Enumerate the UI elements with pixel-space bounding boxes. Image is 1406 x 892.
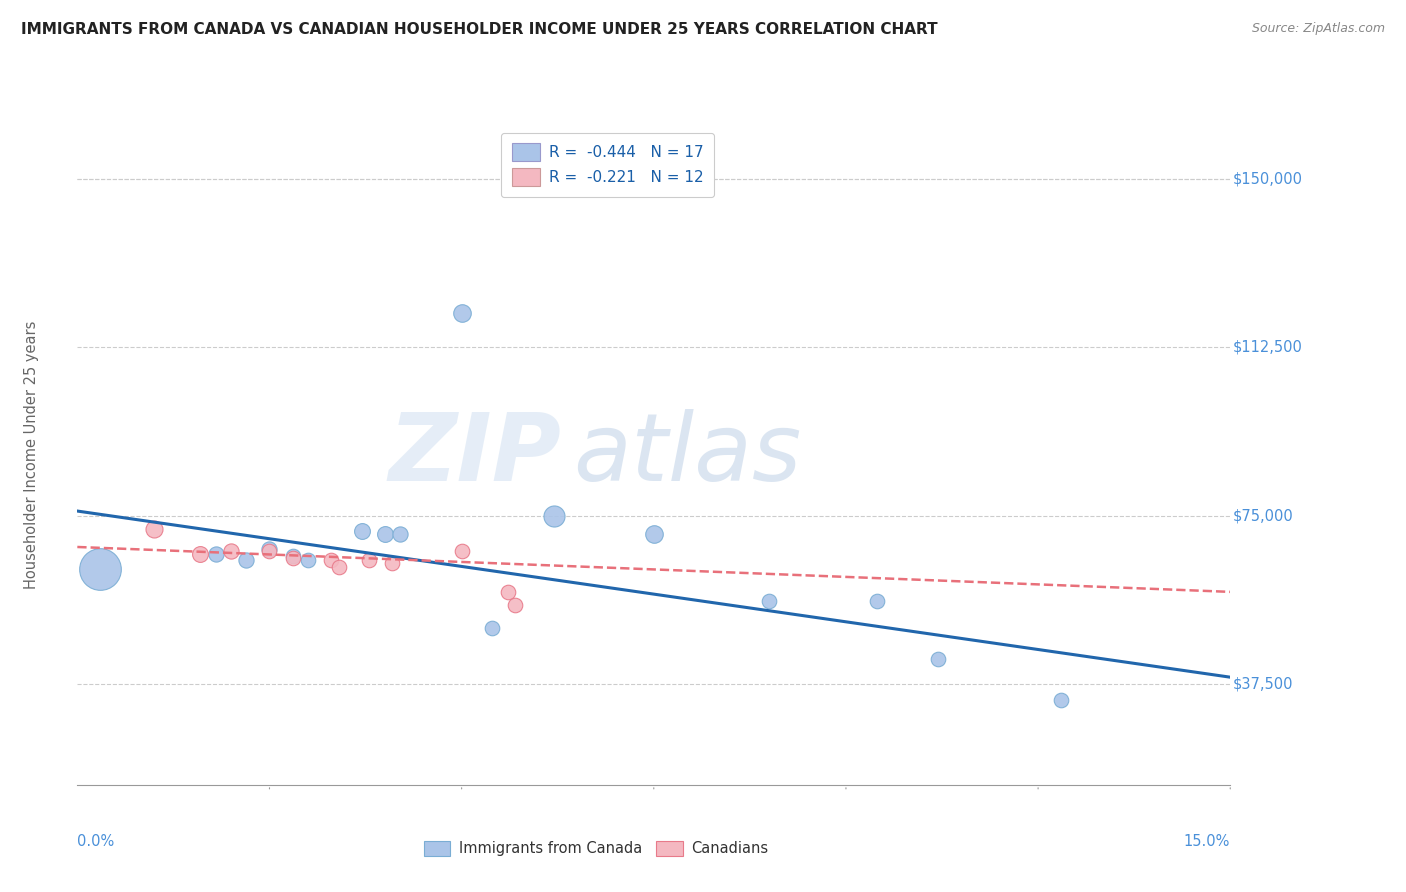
Point (259, 544, 281, 558)
Text: $150,000: $150,000 (1233, 171, 1303, 186)
Point (481, 621, 503, 635)
Legend: Immigrants from Canada, Canadians: Immigrants from Canada, Canadians (416, 833, 776, 863)
Text: IMMIGRANTS FROM CANADA VS CANADIAN HOUSEHOLDER INCOME UNDER 25 YEARS CORRELATION: IMMIGRANTS FROM CANADA VS CANADIAN HOUSE… (21, 22, 938, 37)
Text: Source: ZipAtlas.com: Source: ZipAtlas.com (1251, 22, 1385, 36)
Text: $37,500: $37,500 (1233, 676, 1294, 691)
Text: atlas: atlas (574, 409, 801, 500)
Point (219, 544, 242, 558)
Text: Householder Income Under 25 years: Householder Income Under 25 years (24, 321, 39, 589)
Point (758, 594, 780, 608)
Point (235, 553, 257, 567)
Point (927, 652, 949, 666)
Point (643, 526, 665, 541)
Point (866, 594, 889, 608)
Point (496, 585, 519, 599)
Point (188, 547, 211, 561)
Point (328, 560, 350, 574)
Text: $112,500: $112,500 (1233, 340, 1303, 355)
Point (143, 522, 166, 536)
Point (350, 524, 373, 539)
Point (381, 556, 404, 570)
Point (374, 526, 396, 541)
Text: 0.0%: 0.0% (77, 834, 114, 849)
Text: 15.0%: 15.0% (1184, 834, 1230, 849)
Point (389, 526, 412, 541)
Point (281, 551, 304, 566)
Point (319, 553, 342, 567)
Point (204, 547, 226, 561)
Text: $75,000: $75,000 (1233, 508, 1294, 523)
Point (450, 306, 472, 320)
Point (543, 508, 565, 523)
Point (259, 542, 281, 557)
Point (1050, 692, 1073, 706)
Point (281, 549, 304, 563)
Point (89, 562, 111, 576)
Point (450, 544, 472, 558)
Point (297, 553, 319, 567)
Point (505, 599, 527, 613)
Text: ZIP: ZIP (388, 409, 561, 501)
Point (359, 553, 381, 567)
